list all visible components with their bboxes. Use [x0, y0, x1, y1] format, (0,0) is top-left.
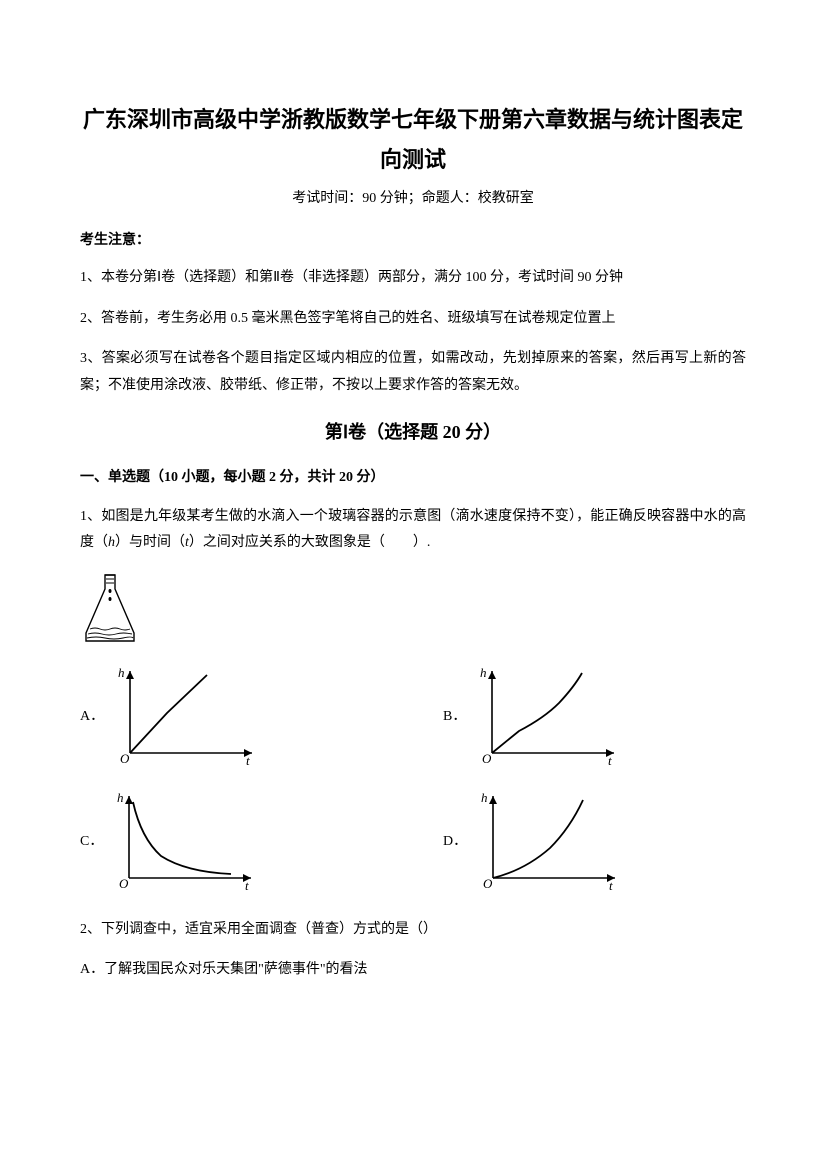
notice-item-1: 1、本卷分第Ⅰ卷（选择题）和第Ⅱ卷（非选择题）两部分，满分 100 分，考试时间…	[80, 265, 746, 292]
svg-text:t: t	[245, 878, 249, 893]
notice-header: 考生注意：	[80, 229, 746, 249]
section-1-title: 第Ⅰ卷（选择题 20 分）	[80, 418, 746, 444]
title-line-1: 广东深圳市高级中学浙教版数学七年级下册第六章数据与统计图表定	[80, 100, 746, 140]
svg-text:t: t	[246, 753, 250, 768]
choice-d-label: D．	[443, 830, 467, 850]
choice-a-label: A．	[80, 705, 104, 725]
choice-c-chart: h t O	[111, 788, 261, 893]
choice-b-label: B．	[443, 705, 466, 725]
svg-text:h: h	[480, 665, 487, 680]
choice-d: D． h t O	[443, 788, 746, 893]
choice-b: B． h t O	[443, 663, 746, 768]
page-title: 广东深圳市高级中学浙教版数学七年级下册第六章数据与统计图表定 向测试	[80, 100, 746, 179]
svg-text:O: O	[482, 751, 492, 766]
choice-b-chart: h t O	[474, 663, 624, 768]
notice-item-3: 3、答案必须写在试卷各个题目指定区域内相应的位置，如需改动，先划掉原来的答案，然…	[80, 346, 746, 399]
svg-text:t: t	[608, 753, 612, 768]
choice-c: C． h t O	[80, 788, 383, 893]
title-line-2: 向测试	[80, 140, 746, 180]
exam-subtitle: 考试时间：90 分钟；命题人：校教研室	[80, 187, 746, 207]
question-2-option-a: A．了解我国民众对乐天集团"萨德事件"的看法	[80, 957, 746, 984]
choice-c-label: C．	[80, 830, 103, 850]
svg-text:h: h	[481, 790, 488, 805]
svg-text:h: h	[118, 665, 125, 680]
svg-text:h: h	[117, 790, 124, 805]
svg-text:O: O	[483, 876, 493, 891]
choice-a: A． h t O	[80, 663, 383, 768]
question-2: 2、下列调查中，适宜采用全面调查（普查）方式的是（）	[80, 917, 746, 944]
svg-text:t: t	[609, 878, 613, 893]
choices-grid: A． h t O B． h t O C．	[80, 663, 746, 893]
subsection-1: 一、单选题（10 小题，每小题 2 分，共计 20 分）	[80, 466, 746, 486]
question-1-text: 1、如图是九年级某考生做的水滴入一个玻璃容器的示意图（滴水速度保持不变），能正确…	[80, 509, 746, 551]
svg-text:O: O	[120, 751, 130, 766]
flask-diagram	[80, 571, 746, 651]
svg-text:O: O	[119, 876, 129, 891]
choice-d-chart: h t O	[475, 788, 625, 893]
notice-item-2: 2、答卷前，考生务必用 0.5 毫米黑色签字笔将自己的姓名、班级填写在试卷规定位…	[80, 306, 746, 333]
question-1: 1、如图是九年级某考生做的水滴入一个玻璃容器的示意图（滴水速度保持不变），能正确…	[80, 504, 746, 557]
choice-a-chart: h t O	[112, 663, 262, 768]
